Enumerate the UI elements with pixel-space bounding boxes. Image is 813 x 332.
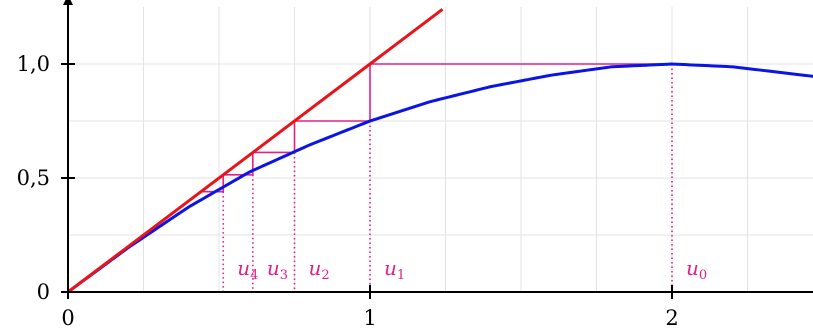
x-tick-label: 2 xyxy=(665,306,678,330)
sequence-label: u3 xyxy=(267,256,288,283)
x-tick-label: 1 xyxy=(363,306,376,330)
curve-line xyxy=(67,62,813,294)
y-axis-arrow xyxy=(63,0,73,5)
series xyxy=(67,8,813,294)
axes xyxy=(63,0,813,293)
grid xyxy=(68,7,813,292)
y-tick-label: 0,5 xyxy=(17,166,50,190)
sequence-label: u0 xyxy=(686,256,707,283)
y-tick-label: 0 xyxy=(37,280,50,304)
x-tick-label: 0 xyxy=(61,306,74,330)
labels: u0 u1 u2 u3 u4 xyxy=(237,256,707,283)
sequence-label: u1 xyxy=(384,256,405,283)
sequence-label: u2 xyxy=(309,256,330,283)
ticks: 0 1 2 0 0,5 1,0 xyxy=(17,52,679,330)
sequence-label: u4 xyxy=(237,256,258,283)
diagonal-line xyxy=(67,8,444,294)
cobweb xyxy=(200,63,673,292)
y-tick-label: 1,0 xyxy=(17,52,50,76)
cobweb-path xyxy=(200,63,672,193)
